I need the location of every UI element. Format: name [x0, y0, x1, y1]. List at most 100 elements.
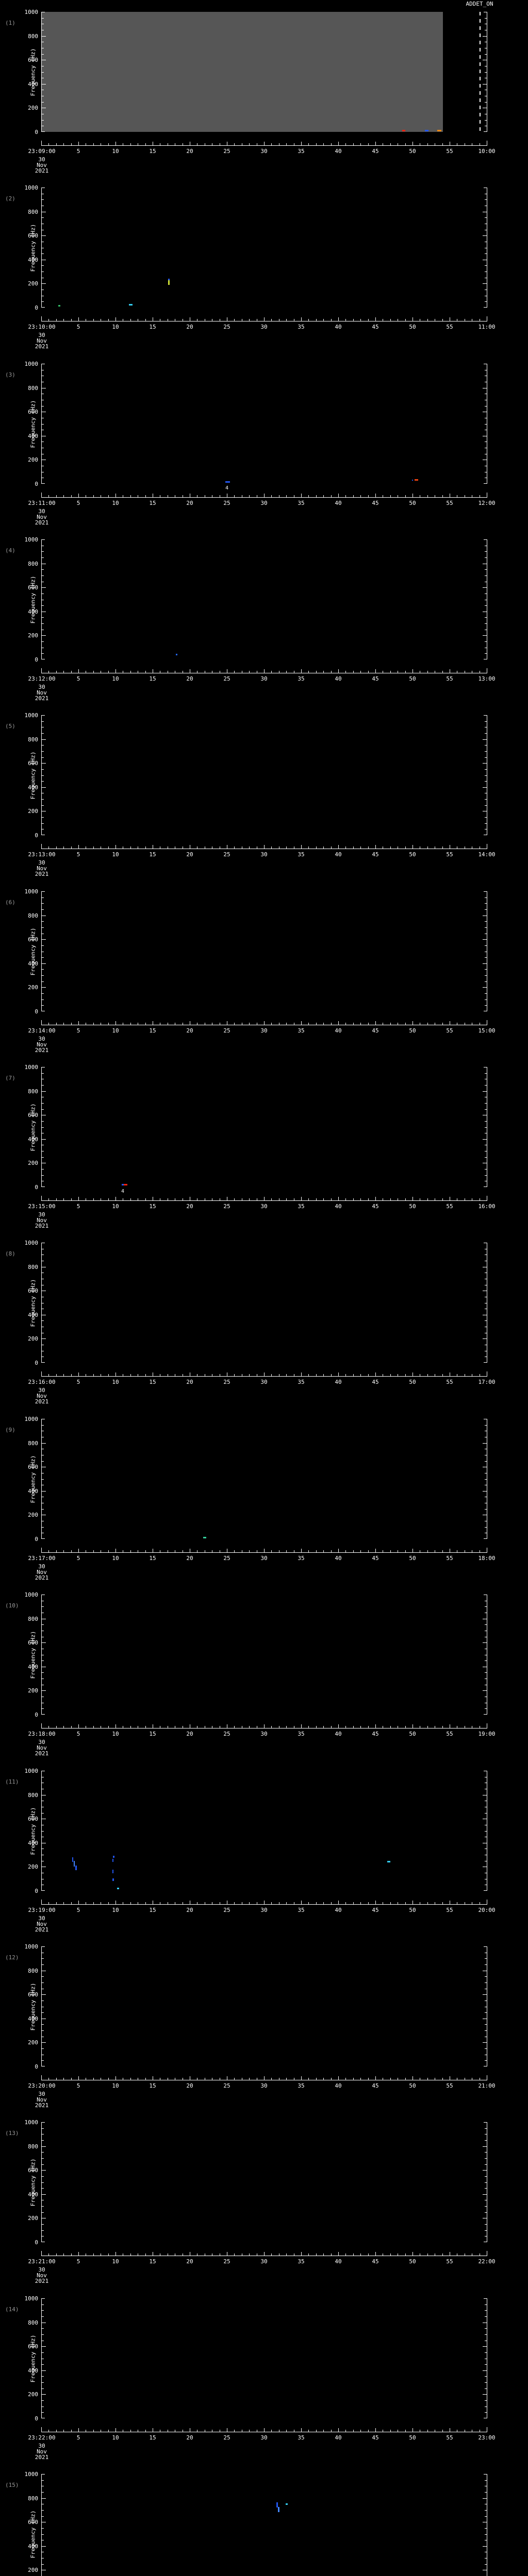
y-tick-label: 1000	[24, 9, 39, 15]
x-tick	[368, 671, 369, 673]
x-tick	[93, 846, 94, 849]
x-tick	[71, 1023, 72, 1025]
y-tick	[485, 805, 487, 806]
x-tick	[427, 1023, 428, 1025]
x-tick	[63, 2078, 64, 2080]
x-tick	[345, 1023, 346, 1025]
y-tick	[485, 1660, 487, 1661]
x-tick	[264, 845, 265, 849]
x-tick	[78, 845, 79, 849]
y-tick-label: 1000	[24, 536, 39, 543]
y-tick	[42, 993, 44, 994]
x-tick	[353, 1726, 354, 1728]
x-tick	[56, 1726, 57, 1728]
y-axis-title: Frequency (Hz)	[29, 400, 37, 448]
x-tick	[353, 2430, 354, 2432]
x-tick	[368, 846, 369, 849]
y-tick	[42, 957, 44, 958]
y-tick	[42, 569, 44, 570]
x-tick	[249, 1902, 250, 1904]
x-tick	[48, 1374, 49, 1376]
axis-cap	[41, 2122, 45, 2123]
x-tick	[130, 1374, 131, 1376]
x-tick	[323, 671, 324, 673]
y-tick-label: 1000	[24, 2471, 39, 2478]
x-tick-label: 55	[446, 2434, 453, 2441]
y-tick-label: 600	[28, 1464, 38, 1470]
x-tick	[145, 1374, 146, 1376]
x-tick	[316, 495, 317, 497]
x-tick-label: 45	[372, 148, 379, 155]
y-tick	[42, 1320, 44, 1321]
x-tick	[93, 1550, 94, 1552]
x-tick-label: 45	[372, 2082, 379, 2089]
event-speck	[425, 130, 428, 131]
x-axis	[41, 1200, 487, 1201]
x-tick	[308, 1726, 309, 1728]
x-tick-label: 25	[223, 2082, 230, 2089]
y-axis-left	[41, 1067, 42, 1187]
x-tick-label: 35	[298, 675, 305, 682]
x-tick	[345, 2253, 346, 2256]
x-tick	[412, 669, 413, 673]
x-tick	[108, 1198, 109, 1200]
x-tick-label: 5	[76, 675, 80, 682]
x-tick	[390, 2430, 391, 2432]
addet-on-label: ADDET_ON	[466, 1, 493, 7]
event-speck	[112, 1870, 113, 1873]
x-tick	[78, 1724, 79, 1728]
x-tick	[71, 1902, 72, 1904]
y-tick	[42, 1813, 44, 1814]
y-tick	[485, 2388, 487, 2389]
date-label: 30	[38, 1387, 45, 1394]
x-tick-label: 30	[260, 2082, 268, 2089]
y-tick	[42, 2206, 44, 2207]
spectrogram-area	[41, 1243, 487, 1363]
y-tick-label: 800	[28, 1264, 38, 1270]
spectrogram-area	[41, 1067, 487, 1187]
date-label: 2021	[35, 2278, 49, 2284]
y-tick	[485, 424, 487, 425]
y-tick	[485, 1320, 487, 1321]
y-tick	[42, 265, 44, 266]
x-tick	[249, 2430, 250, 2432]
y-tick	[485, 2012, 487, 2013]
x-tick	[338, 142, 339, 145]
spectrogram-area	[41, 2474, 487, 2576]
x-tick	[108, 1902, 109, 1904]
date-label: Nov	[37, 1744, 47, 1751]
y-axis-left	[41, 539, 42, 659]
y-tick	[42, 939, 46, 940]
y-tick	[42, 1479, 44, 1480]
y-tick	[42, 2182, 44, 2183]
y-tick	[42, 2546, 46, 2547]
x-tick-label: 55	[446, 1203, 453, 1210]
x-tick	[345, 1902, 346, 1904]
y-tick	[42, 623, 44, 624]
event-speck	[74, 1861, 75, 1867]
y-tick	[42, 54, 44, 55]
y-tick-label: 0	[35, 304, 38, 311]
y-tick	[485, 18, 487, 19]
y-tick-label: 1000	[24, 184, 39, 191]
x-tick	[442, 1550, 443, 1552]
x-tick	[41, 1196, 42, 1200]
x-tick-label: 5	[76, 1907, 80, 1913]
x-tick	[286, 2253, 287, 2256]
event-speck	[286, 2503, 288, 2505]
x-tick	[41, 493, 42, 497]
y-tick	[42, 1624, 44, 1625]
x-tick	[390, 1198, 391, 1200]
y-tick	[485, 1958, 487, 1959]
x-tick-label: 15	[149, 1907, 156, 1913]
date-label: Nov	[37, 162, 47, 168]
x-tick-label: 5	[76, 2434, 80, 2441]
y-tick	[483, 1338, 487, 1339]
end-time-label: 11:00	[478, 324, 496, 330]
x-tick	[412, 1724, 413, 1728]
x-tick	[286, 2078, 287, 2080]
y-tick	[42, 805, 44, 806]
x-tick-label: 35	[298, 1379, 305, 1385]
y-tick	[42, 1085, 44, 1086]
